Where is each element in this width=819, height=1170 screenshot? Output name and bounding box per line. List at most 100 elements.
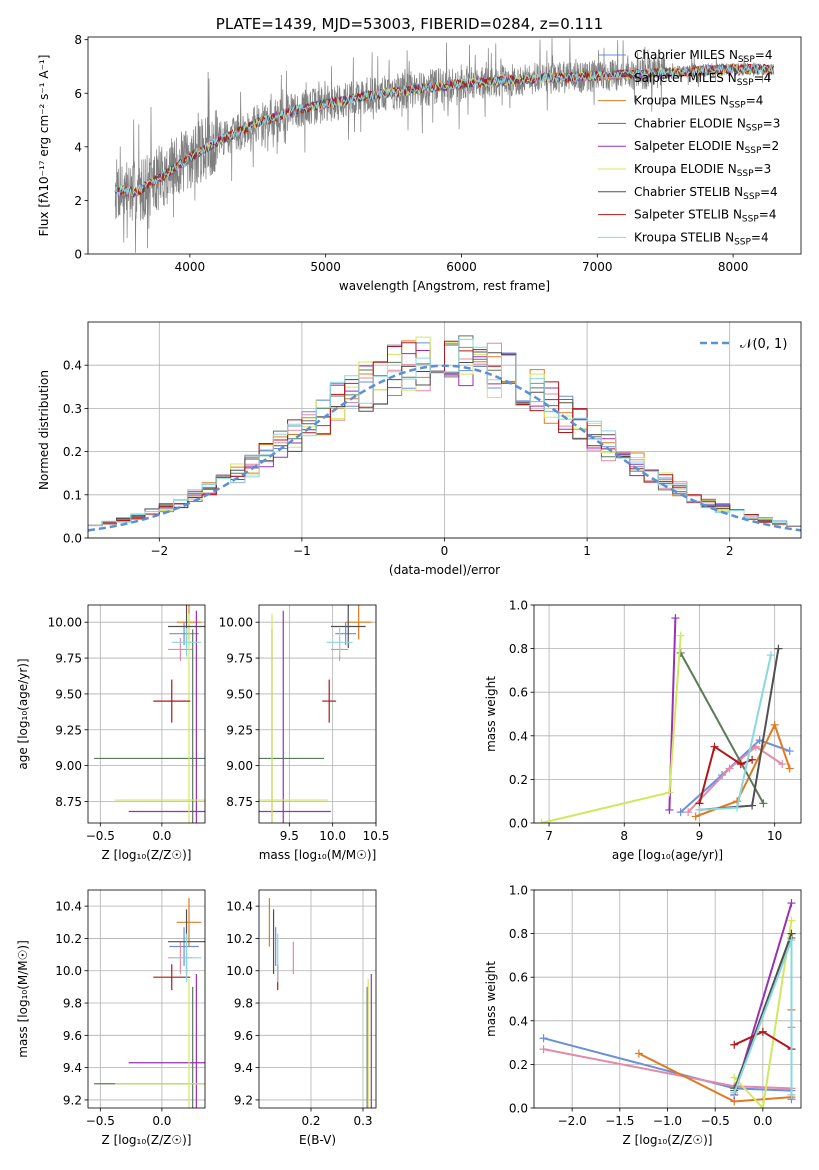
legend-entry: Chabrier ELODIE NSSP=3 bbox=[634, 116, 780, 133]
error-bar-point bbox=[94, 629, 205, 823]
mass-weight-marker bbox=[676, 631, 685, 640]
panel-mass-weight-vs-Z: −2.0 −1.5 −1.0 −0.5 0.0 0.0 0.2 0.4 0.6 0.8 1.0 Z [… bbox=[484, 884, 802, 1147]
chart-title: PLATE=1439, MJD=53003, FIBERID=0284, z=0… bbox=[216, 15, 603, 33]
y-tick-label: 9.4 bbox=[63, 1061, 82, 1075]
legend-entry: Kroupa MILES NSSP=4 bbox=[634, 94, 763, 111]
legend-name: Salpeter STELIB N bbox=[634, 208, 742, 222]
plot-area bbox=[539, 899, 796, 1108]
x-tick-label: 8000 bbox=[718, 260, 749, 274]
mass-weight-marker bbox=[730, 1088, 739, 1097]
x-tick-label: −2.0 bbox=[558, 1114, 587, 1128]
y-tick-label: 9.00 bbox=[226, 759, 253, 773]
mass-weight-marker bbox=[748, 755, 757, 764]
legend-sub: SSP bbox=[737, 169, 754, 179]
mass-weight-marker bbox=[770, 720, 779, 729]
legend-value: =4 bbox=[760, 185, 778, 199]
y-tick-label: 9.2 bbox=[234, 1093, 253, 1107]
error-bar-point bbox=[171, 627, 202, 657]
y-tick-label: 8.75 bbox=[55, 795, 82, 809]
mass-weight-marker bbox=[671, 614, 680, 623]
y-tick-label: 10.0 bbox=[226, 964, 253, 978]
error-bar-point bbox=[259, 613, 329, 823]
x-axis-label: Z [log₁₀(Z/Z☉)] bbox=[623, 1133, 713, 1147]
x-tick-label: 0.2 bbox=[301, 1114, 320, 1128]
plot-area bbox=[88, 335, 801, 532]
legend-entry: 𝒩(0, 1) bbox=[740, 337, 787, 352]
mass-weight-marker bbox=[774, 644, 783, 653]
x-tick-label: 0.0 bbox=[152, 1114, 171, 1128]
error-bar-point bbox=[169, 927, 199, 966]
x-tick-label: −0.5 bbox=[86, 829, 115, 843]
mass-weight-marker bbox=[787, 1090, 796, 1099]
legend-value: =4 bbox=[754, 71, 772, 85]
legend-entry: Chabrier MILES NSSP=4 bbox=[634, 48, 772, 65]
x-tick-label: 9 bbox=[696, 829, 704, 843]
y-tick-label: 10.0 bbox=[55, 964, 82, 978]
x-tick-label: −1.0 bbox=[653, 1114, 682, 1128]
y-axis-label: Flux [fλ10⁻¹⁷ erg cm⁻² s⁻¹ A⁻¹] bbox=[37, 55, 51, 237]
legend-sub: SSP bbox=[737, 78, 754, 88]
y-axis-label: mass weight bbox=[484, 676, 498, 752]
y-tick-label: 10.4 bbox=[226, 900, 253, 914]
y-tick-label: 0.0 bbox=[509, 1102, 528, 1116]
mass-weight-marker bbox=[758, 1104, 767, 1108]
mass-weight-marker bbox=[730, 1073, 739, 1082]
mass-weight-marker bbox=[539, 1045, 548, 1054]
mass-weight-line bbox=[687, 745, 783, 813]
legend-name: Kroupa STELIB N bbox=[634, 230, 734, 244]
y-tick-label: 9.75 bbox=[226, 652, 253, 666]
axes-frame bbox=[258, 604, 377, 824]
y-tick-label: 0.4 bbox=[509, 1014, 528, 1028]
y-tick-label: 10.2 bbox=[226, 932, 253, 946]
error-bar-point bbox=[330, 605, 366, 649]
panel-age-vs-Z: −0.5 0.0 8.75 9.00 9.25 9.50 9.75 10.00 Z [log₁₀… bbox=[16, 604, 206, 862]
legend-entry: Salpeter MILES NSSP=4 bbox=[634, 71, 771, 88]
y-tick-label: 9.25 bbox=[55, 723, 82, 737]
x-tick-label: 9.5 bbox=[280, 829, 299, 843]
error-bar-point bbox=[171, 933, 202, 983]
y-tick-label: 4 bbox=[74, 140, 82, 154]
axes-frame bbox=[87, 321, 802, 539]
error-bar-point bbox=[259, 610, 331, 823]
mass-weight-marker bbox=[787, 916, 796, 925]
y-tick-label: 0.6 bbox=[509, 686, 528, 700]
x-tick-label: 4000 bbox=[175, 260, 206, 274]
legend-name: Salpeter ELODIE N bbox=[634, 139, 745, 153]
y-tick-label: 9.2 bbox=[63, 1093, 82, 1107]
y-tick-label: 9.8 bbox=[234, 997, 253, 1011]
y-tick-label: 10.00 bbox=[219, 616, 253, 630]
x-tick-label: 1 bbox=[583, 544, 591, 558]
mass-weight-line bbox=[541, 635, 682, 823]
x-tick-label: −1 bbox=[293, 544, 311, 558]
y-tick-label: 1.0 bbox=[509, 884, 528, 898]
mass-weight-line bbox=[695, 722, 791, 818]
x-axis-label: age [log₁₀(age/yr)] bbox=[612, 848, 723, 862]
x-tick-label: 0.0 bbox=[753, 1114, 772, 1128]
y-tick-label: 9.8 bbox=[63, 997, 82, 1011]
panel-spectrum: 4000 5000 6000 7000 8000 0 2 4 6 8 wavelength [Ang… bbox=[37, 33, 802, 293]
error-bar-point bbox=[153, 964, 191, 991]
mass-weight-marker bbox=[766, 651, 775, 660]
panel-mass-vs-Z: −0.5 0.0 9.2 9.4 9.6 9.8 10.0 10.2 10.4 Z [log₁₀(… bbox=[16, 889, 206, 1147]
y-tick-label: 1.0 bbox=[509, 599, 528, 613]
error-bar-point bbox=[153, 679, 191, 723]
mass-weight-marker bbox=[676, 648, 685, 657]
error-bar-point bbox=[128, 973, 205, 1108]
y-tick-label: 0.6 bbox=[509, 971, 528, 985]
mass-weight-marker bbox=[676, 808, 685, 817]
legend-sub: SSP bbox=[729, 101, 746, 111]
x-tick-label: 7 bbox=[545, 829, 553, 843]
legend-name: Kroupa MILES N bbox=[634, 94, 729, 108]
normal-curve bbox=[88, 364, 801, 532]
x-axis-label: E(B-V) bbox=[299, 1133, 336, 1147]
plot-area bbox=[259, 605, 372, 823]
mass-weight-marker bbox=[759, 799, 768, 808]
legend-value: =4 bbox=[751, 230, 769, 244]
mass-weight-marker bbox=[758, 1027, 767, 1036]
legend-value: =3 bbox=[763, 116, 781, 130]
y-axis-label: age [log₁₀(age/yr)] bbox=[16, 658, 30, 769]
legend-sub: SSP bbox=[742, 215, 759, 225]
model-spectrum bbox=[114, 63, 774, 198]
x-tick-label: 10.0 bbox=[319, 829, 346, 843]
spectrum-legend: Chabrier MILES NSSP=4 Salpeter MILES NSSP… bbox=[598, 48, 780, 247]
